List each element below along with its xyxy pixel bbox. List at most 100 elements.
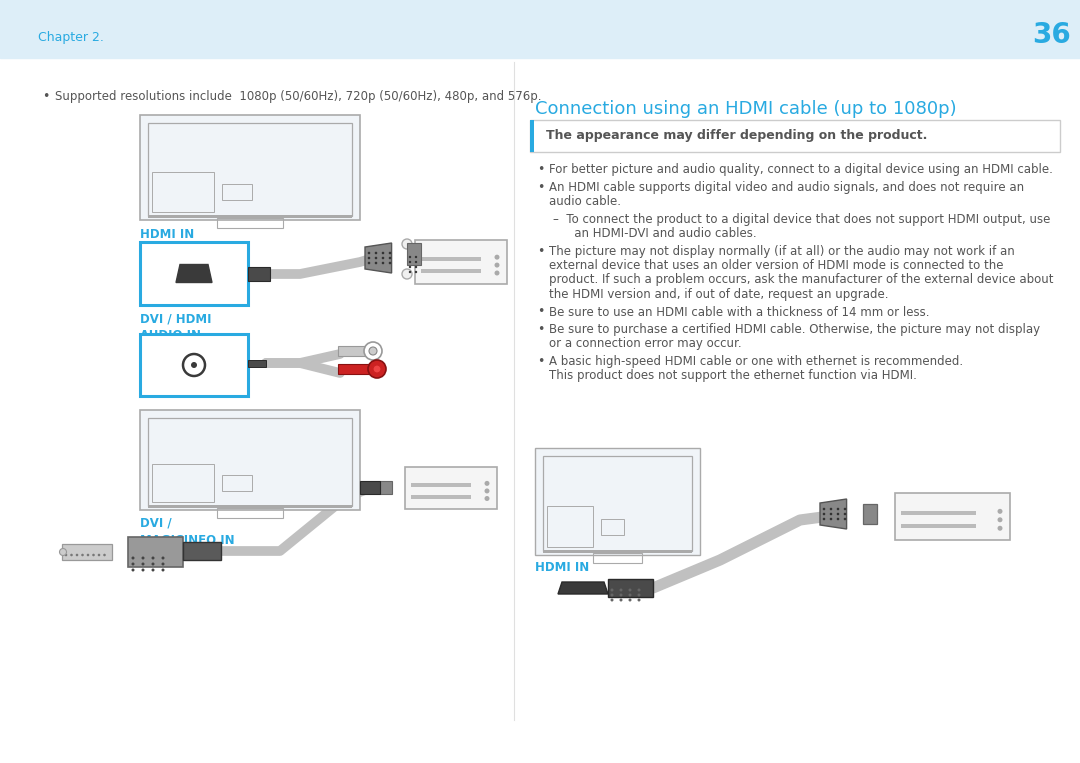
Circle shape	[151, 562, 154, 565]
Circle shape	[823, 513, 825, 515]
Text: or a connection error may occur.: or a connection error may occur.	[549, 337, 742, 350]
Circle shape	[610, 598, 613, 601]
Text: •: •	[537, 305, 544, 318]
Text: audio cable.: audio cable.	[549, 195, 621, 208]
Circle shape	[485, 496, 489, 501]
Text: Be sure to use an HDMI cable with a thickness of 14 mm or less.: Be sure to use an HDMI cable with a thic…	[549, 305, 930, 318]
Circle shape	[402, 269, 411, 279]
Text: HDMI IN: HDMI IN	[140, 228, 194, 241]
Bar	[593, 553, 643, 563]
Bar	[530, 120, 534, 152]
Bar	[602, 519, 624, 535]
Circle shape	[367, 262, 370, 264]
Circle shape	[829, 513, 833, 515]
Circle shape	[823, 518, 825, 520]
Circle shape	[132, 556, 135, 559]
Bar	[360, 481, 380, 494]
Bar	[217, 218, 283, 228]
Circle shape	[375, 252, 377, 254]
Circle shape	[495, 255, 499, 259]
Text: Supported resolutions include  1080p (50/60Hz), 720p (50/60Hz), 480p, and 576p.: Supported resolutions include 1080p (50/…	[55, 90, 541, 103]
Circle shape	[998, 509, 1002, 513]
Circle shape	[843, 507, 847, 510]
Bar	[543, 550, 692, 553]
Circle shape	[162, 568, 164, 571]
Circle shape	[81, 554, 84, 556]
Text: Connection using an HDMI cable (up to 1080p): Connection using an HDMI cable (up to 10…	[535, 100, 957, 118]
Circle shape	[92, 554, 95, 556]
Text: •: •	[537, 355, 544, 368]
Circle shape	[97, 554, 100, 556]
Circle shape	[843, 518, 847, 520]
Circle shape	[389, 262, 391, 264]
Bar	[217, 508, 283, 518]
Circle shape	[495, 262, 499, 268]
Circle shape	[610, 594, 613, 597]
Circle shape	[367, 256, 370, 259]
Polygon shape	[176, 265, 212, 282]
Bar	[148, 418, 352, 506]
Bar	[415, 240, 507, 284]
Text: DVI /
MAGICINFO IN: DVI / MAGICINFO IN	[140, 517, 234, 547]
Circle shape	[998, 517, 1002, 523]
Text: an HDMI-DVI and audio cables.: an HDMI-DVI and audio cables.	[563, 227, 757, 240]
Polygon shape	[558, 582, 608, 594]
Bar	[901, 511, 975, 515]
Text: For better picture and audio quality, connect to a digital device using an HDMI : For better picture and audio quality, co…	[549, 163, 1053, 176]
Circle shape	[637, 598, 640, 601]
Circle shape	[389, 252, 391, 254]
Circle shape	[368, 360, 386, 378]
Text: This product does not support the ethernet function via HDMI.: This product does not support the ethern…	[549, 369, 917, 382]
Circle shape	[65, 554, 67, 556]
Bar	[863, 504, 877, 524]
Bar	[608, 579, 653, 597]
Circle shape	[141, 568, 145, 571]
Bar	[405, 467, 497, 509]
Text: •: •	[537, 163, 544, 176]
Circle shape	[162, 562, 164, 565]
Polygon shape	[820, 499, 847, 529]
Polygon shape	[365, 243, 392, 273]
Text: 36: 36	[1032, 21, 1071, 49]
Bar	[543, 456, 692, 551]
Bar	[895, 493, 1010, 540]
Circle shape	[620, 588, 622, 591]
Text: DVI / HDMI
AUDIO IN: DVI / HDMI AUDIO IN	[140, 312, 212, 342]
Bar	[221, 184, 253, 200]
Circle shape	[637, 594, 640, 597]
Bar	[140, 115, 360, 220]
Circle shape	[151, 568, 154, 571]
Circle shape	[610, 588, 613, 591]
Circle shape	[415, 261, 417, 263]
Circle shape	[415, 271, 417, 273]
Bar	[421, 269, 481, 273]
Circle shape	[132, 562, 135, 565]
Circle shape	[829, 518, 833, 520]
Circle shape	[629, 588, 632, 591]
Bar	[0, 0, 1080, 58]
Bar	[140, 334, 248, 396]
Text: The appearance may differ depending on the product.: The appearance may differ depending on t…	[546, 130, 928, 143]
Circle shape	[629, 594, 632, 597]
Circle shape	[495, 271, 499, 275]
Bar	[421, 256, 481, 261]
Circle shape	[373, 365, 381, 373]
Circle shape	[620, 598, 622, 601]
Bar	[248, 360, 266, 367]
Circle shape	[829, 507, 833, 510]
Text: –  To connect the product to a digital device that does not support HDMI output,: – To connect the product to a digital de…	[553, 213, 1051, 226]
Text: •: •	[42, 90, 50, 103]
Circle shape	[70, 554, 72, 556]
Circle shape	[843, 513, 847, 515]
Circle shape	[364, 342, 382, 360]
Text: product. If such a problem occurs, ask the manufacturer of the external device a: product. If such a problem occurs, ask t…	[549, 273, 1053, 286]
Text: •: •	[537, 244, 544, 257]
Circle shape	[620, 594, 622, 597]
Text: The picture may not display normally (if at all) or the audio may not work if an: The picture may not display normally (if…	[549, 244, 1015, 257]
Circle shape	[409, 256, 411, 258]
Bar	[148, 505, 352, 508]
Text: An HDMI cable supports digital video and audio signals, and does not require an: An HDMI cable supports digital video and…	[549, 181, 1024, 194]
Circle shape	[998, 526, 1002, 531]
Bar	[535, 448, 700, 555]
Circle shape	[151, 556, 154, 559]
